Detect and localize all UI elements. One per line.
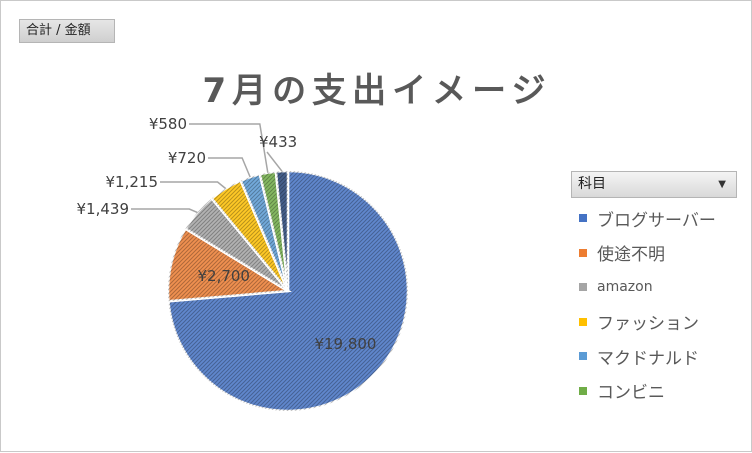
slice-fashion-texture: [211, 180, 288, 291]
leader-line: [189, 123, 269, 173]
legend-swatch: [579, 248, 587, 257]
legend-swatch: [579, 317, 587, 326]
slice-convenience-store-texture: [259, 171, 288, 291]
leader-line: [160, 181, 227, 190]
legend-label: ファッション: [597, 314, 699, 335]
leader-line: [131, 208, 198, 214]
legend-swatch: [579, 214, 587, 223]
legend-label: コンビニ: [597, 383, 665, 404]
data-label: ¥720: [168, 149, 206, 167]
data-label: ¥1,439: [77, 200, 130, 218]
legend-item-blog-server[interactable]: ブログサーバー: [579, 201, 716, 236]
data-label: ¥433: [259, 133, 297, 151]
legend-item-unknown[interactable]: 使途不明: [579, 236, 716, 271]
legend-item-convenience-store[interactable]: コンビニ: [579, 374, 716, 409]
slice-other-texture: [275, 171, 288, 291]
data-label: ¥2,700: [197, 267, 250, 285]
data-label: ¥19,800: [314, 335, 376, 353]
leader-line: [208, 157, 251, 178]
legend-label: ブログサーバー: [597, 210, 716, 231]
legend-swatch: [579, 352, 587, 361]
data-labels: ¥19,800 ¥2,700 ¥1,439 ¥1,215 ¥720 ¥580 ¥433: [77, 115, 377, 353]
legend-swatch: [579, 283, 587, 292]
data-label: ¥1,215: [106, 173, 159, 191]
legend-item-fashion[interactable]: ファッション: [579, 305, 716, 340]
legend-label: マクドナルド: [597, 348, 699, 369]
leader-lines: [131, 123, 283, 214]
legend-label: amazon: [597, 279, 653, 296]
slice-mcdonalds-texture: [240, 174, 288, 291]
dropdown-arrow-icon[interactable]: ▼: [718, 179, 726, 190]
legend: ブログサーバー 使途不明 amazon ファッション マクドナルド コンビニ: [579, 201, 716, 408]
chart-title: 7月の支出イメージ: [202, 71, 552, 111]
legend-swatch: [579, 386, 587, 395]
slice-unknown-texture: [168, 228, 288, 302]
data-label: ¥580: [149, 115, 187, 133]
pie-slices: [166, 169, 410, 413]
pivot-field-button[interactable]: 合計 / 金額: [19, 19, 115, 43]
leader-line: [266, 151, 283, 172]
legend-header-label: 科目: [578, 176, 606, 192]
legend-field-button[interactable]: 科目 ▼: [571, 171, 737, 198]
legend-item-mcdonalds[interactable]: マクドナルド: [579, 339, 716, 374]
legend-item-amazon[interactable]: amazon: [579, 270, 716, 305]
legend-label: 使途不明: [597, 245, 665, 266]
slice-amazon-texture: [185, 198, 288, 291]
